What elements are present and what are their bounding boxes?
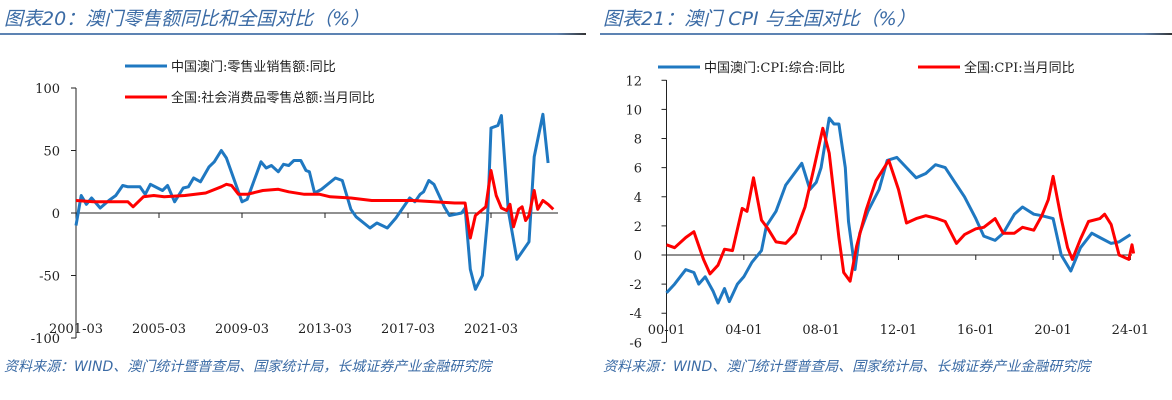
x-tick-label: 2005-03 <box>132 322 186 337</box>
x-tick-label: 2017-03 <box>381 322 435 337</box>
x-tick-label: 12-01 <box>880 323 917 338</box>
y-tick-label: 0 <box>52 207 60 222</box>
y-tick-label: 12 <box>625 74 642 89</box>
legend-label: 中国澳门:零售业销售额:同比 <box>171 59 336 75</box>
y-tick-label: 4 <box>634 191 642 206</box>
source-note: 资料来源：WIND、澳门统计暨普查局、国家统计局，长城证券产业金融研究院 <box>4 359 492 375</box>
y-tick-label: -100 <box>31 332 60 347</box>
legend-label: 中国澳门:CPI:综合:同比 <box>704 60 845 76</box>
y-tick-label: -6 <box>629 336 642 350</box>
series-line-1 <box>74 112 550 291</box>
x-tick-label: 2021-03 <box>464 322 518 337</box>
chart-title-cpi: 图表21：澳门 CPI 与全国对比（%） <box>603 8 916 30</box>
y-tick-label: 10 <box>625 103 642 118</box>
x-tick-label: 24-01 <box>1112 323 1149 338</box>
x-tick-label: 20-01 <box>1034 323 1071 338</box>
y-tick-label: -4 <box>629 307 642 322</box>
x-tick-label: 2013-03 <box>298 322 352 337</box>
cpi-chart: 12 10 8 6 4 2 0 -2 -4 -6 00-01 04-01 08-01 12-01 16-01… <box>625 60 1149 350</box>
series-line-2 <box>75 169 555 240</box>
y-tick-label: 2 <box>634 220 642 235</box>
legend-label: 全国:社会消费品零售总额:当月同比 <box>171 90 375 106</box>
legend-label: 全国:CPI:当月同比 <box>964 60 1075 76</box>
y-tick-label: 0 <box>634 249 642 264</box>
y-tick-label: 50 <box>43 145 60 160</box>
x-tick-label: 04-01 <box>725 323 762 338</box>
y-tick-label: -50 <box>39 270 60 285</box>
title-divider <box>600 33 1172 35</box>
y-tick-label: 6 <box>634 162 642 177</box>
source-note: 资料来源：WIND、澳门统计暨普查局、国家统计局、长城证券产业金融研究院 <box>603 359 1091 375</box>
chart-title-retail: 图表20：澳门零售额同比和全国对比（%） <box>4 8 370 30</box>
y-tick-label: 100 <box>35 82 60 97</box>
y-tick-label: -2 <box>629 278 642 293</box>
x-tick-label: 2001-03 <box>49 322 103 337</box>
y-tick-label: 8 <box>634 133 642 148</box>
x-tick-label: 2009-03 <box>215 322 269 337</box>
series-line-2 <box>665 126 1136 283</box>
x-tick-label: 08-01 <box>802 323 839 338</box>
title-divider <box>0 33 586 35</box>
x-tick-label: 00-01 <box>648 323 685 338</box>
x-tick-label: 16-01 <box>957 323 994 338</box>
